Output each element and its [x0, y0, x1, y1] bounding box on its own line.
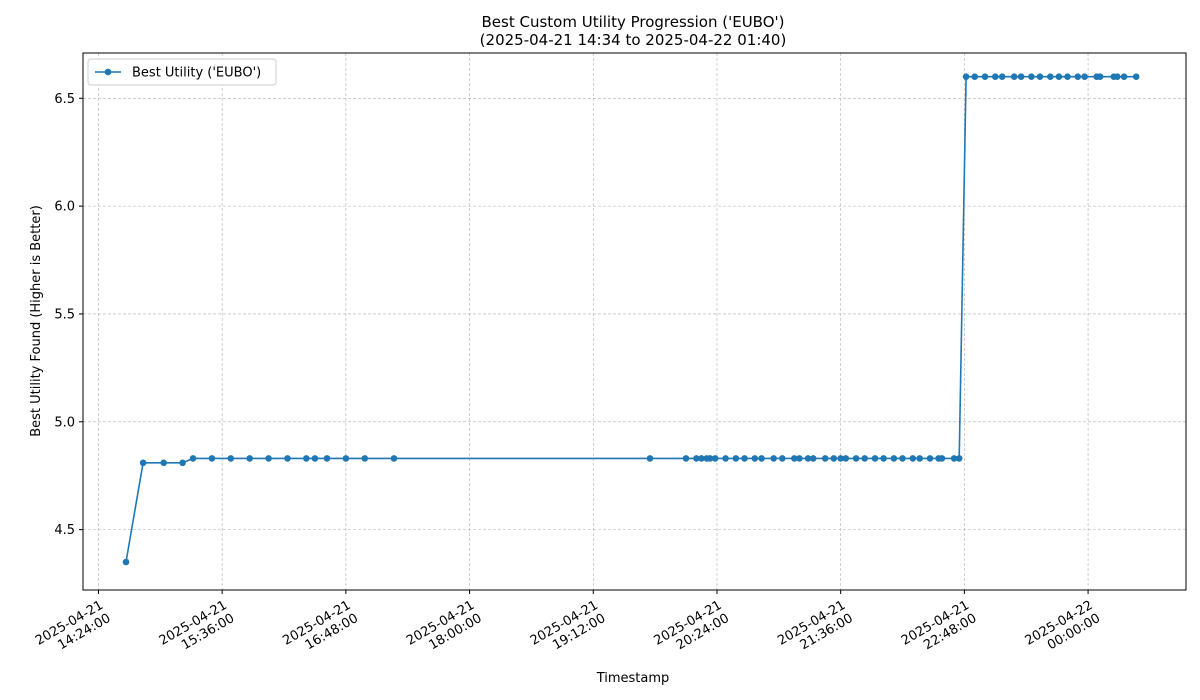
data-point: [139, 459, 147, 467]
data-point: [992, 73, 999, 80]
y-tick-label: 6.0: [54, 200, 75, 215]
data-point: [303, 455, 310, 462]
legend-label: Best Utility ('EUBO'): [132, 66, 261, 81]
data-point: [837, 455, 844, 462]
data-point: [796, 455, 803, 462]
data-point: [1010, 73, 1018, 80]
data-point: [1055, 73, 1063, 80]
data-point: [981, 73, 989, 80]
grid-lines: [83, 53, 1186, 590]
data-point: [751, 455, 759, 462]
data-point: [693, 455, 700, 462]
data-point: [706, 455, 714, 462]
data-point: [852, 455, 860, 462]
data-point: [899, 455, 906, 462]
x-axis-label: Timestamp: [596, 671, 670, 686]
data-point: [950, 455, 958, 462]
data-point: [791, 455, 798, 462]
y-axis-label: Best Utility Found (Higher is Better): [29, 205, 44, 437]
data-point: [842, 455, 850, 462]
data-point: [208, 455, 216, 462]
data-point: [938, 455, 946, 462]
data-point: [916, 455, 923, 462]
data-point: [1028, 73, 1035, 80]
data-point: [1081, 73, 1088, 80]
data-point: [955, 455, 963, 462]
data-point: [361, 455, 369, 462]
data-point: [732, 455, 740, 462]
data-point: [246, 455, 253, 462]
data-point: [861, 455, 868, 462]
data-point: [809, 455, 817, 462]
data-point: [1047, 73, 1054, 80]
data-point: [1096, 73, 1104, 80]
data-point: [682, 455, 690, 462]
data-point: [265, 455, 272, 462]
y-tick-label: 4.5: [54, 523, 75, 538]
data-point: [821, 455, 829, 462]
data-point: [909, 455, 917, 462]
data-point: [189, 455, 197, 462]
data-point: [1120, 73, 1128, 80]
data-point: [698, 455, 705, 462]
data-point: [311, 455, 319, 462]
y-tick-label: 6.5: [54, 92, 75, 107]
data-point: [741, 455, 748, 462]
chart-title-line2: (2025-04-21 14:34 to 2025-04-22 01:40): [480, 31, 787, 49]
data-point: [971, 73, 978, 80]
legend-marker-sample: [104, 68, 112, 76]
data-point: [830, 455, 838, 462]
data-point: [770, 455, 777, 462]
data-point: [1017, 73, 1025, 80]
data-point: [871, 455, 879, 462]
data-point: [722, 455, 729, 462]
data-point: [160, 459, 167, 467]
data-point: [1114, 73, 1121, 80]
data-point: [711, 455, 719, 462]
data-point: [122, 558, 130, 566]
data-point: [1074, 73, 1082, 80]
data-points: [122, 73, 1140, 566]
plot-frame: [82, 52, 1187, 591]
data-point: [890, 455, 898, 462]
data-point: [1132, 73, 1140, 80]
data-point: [342, 455, 350, 462]
legend: Best Utility ('EUBO'): [87, 58, 277, 86]
data-point: [758, 455, 765, 462]
data-point: [880, 455, 887, 462]
data-point: [390, 455, 398, 462]
y-tick-label: 5.5: [54, 307, 75, 322]
data-point: [1036, 73, 1044, 80]
y-tick-label: 5.0: [54, 415, 75, 430]
chart-title-line1: Best Custom Utility Progression ('EUBO'): [482, 13, 785, 31]
data-point: [779, 455, 786, 462]
data-point: [323, 455, 331, 462]
data-point: [1064, 73, 1071, 80]
legend-box: [87, 58, 277, 86]
data-point: [227, 455, 235, 462]
data-point: [284, 455, 291, 462]
data-point: [962, 73, 970, 80]
data-point: [646, 455, 654, 462]
data-point: [179, 459, 186, 467]
data-point: [998, 73, 1006, 80]
data-point: [804, 455, 812, 462]
data-point: [926, 455, 934, 462]
y-axis-ticks: 4.5 5.0 5.5 6.0 6.5: [54, 92, 83, 538]
